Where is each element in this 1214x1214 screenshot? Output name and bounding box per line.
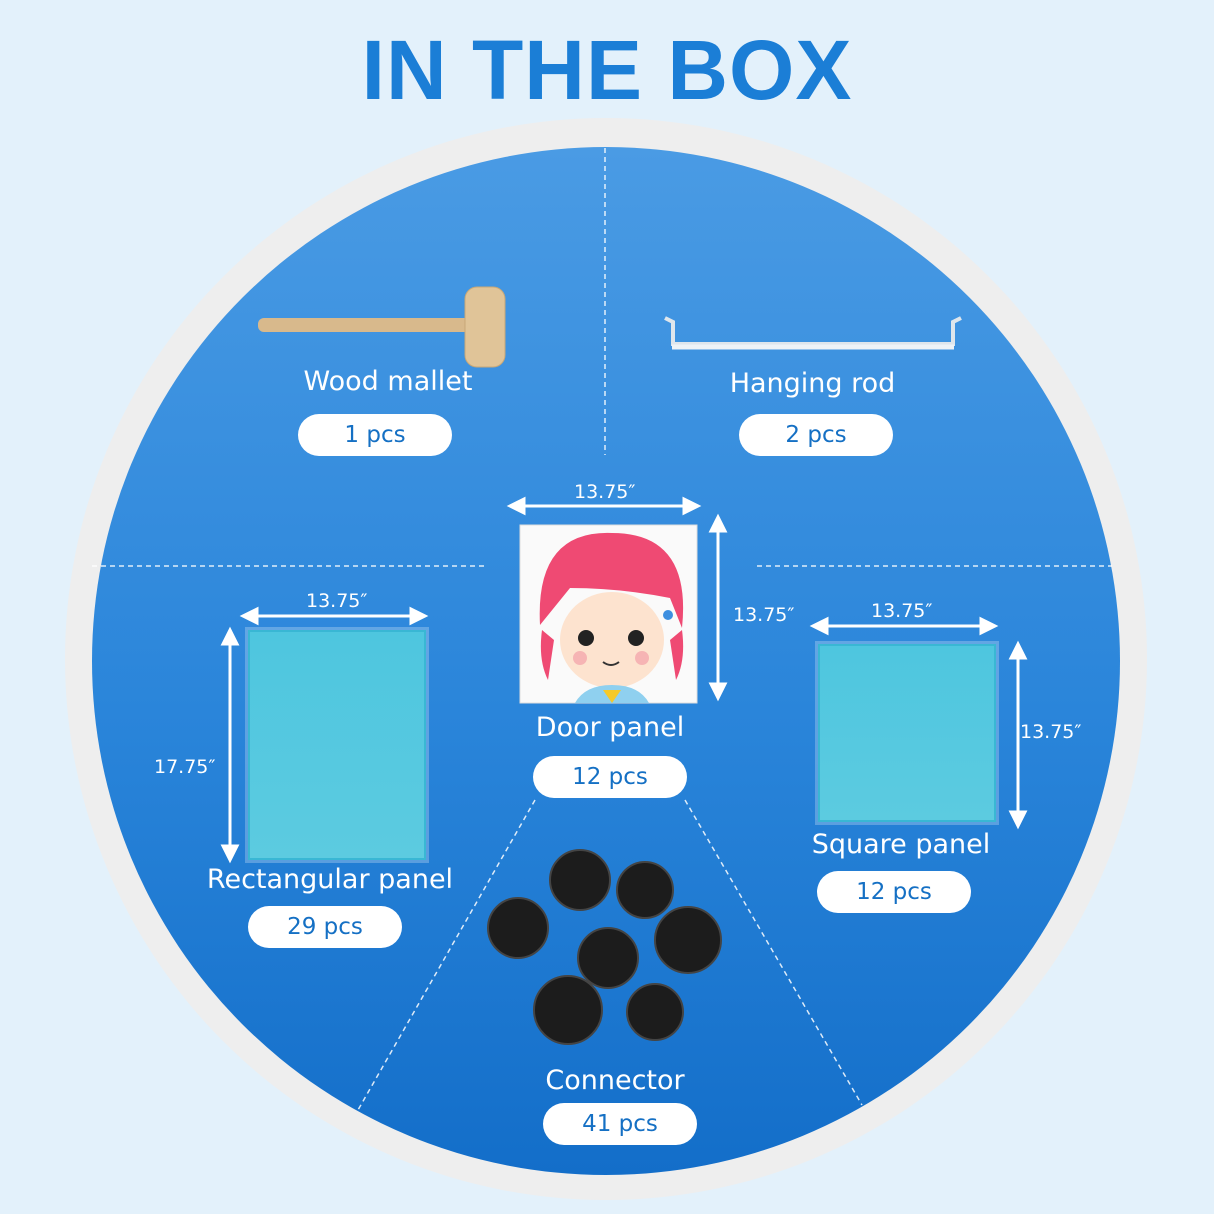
item-name: Hanging rod: [729, 368, 896, 399]
dimension-width: 13.75″: [574, 481, 636, 503]
door-panel-image: [519, 524, 698, 704]
item-name: Rectangular panel: [206, 864, 454, 895]
dimension-width: 13.75″: [871, 600, 933, 622]
mallet-icon: [258, 286, 506, 368]
item-name: Door panel: [535, 712, 685, 743]
item-name: Connector: [545, 1065, 685, 1096]
quantity-badge: 2 pcs: [739, 414, 893, 456]
dimension-width: 13.75″: [306, 590, 368, 612]
quantity-badge: 1 pcs: [298, 414, 452, 456]
dimension-height: 13.75″: [1020, 721, 1082, 743]
rectangular-panel-image: [248, 630, 426, 860]
dimension-height: 17.75″: [154, 756, 216, 778]
connector-image: [487, 849, 722, 1045]
page-title: IN THE BOX: [361, 23, 853, 117]
quantity-badge: 41 pcs: [543, 1103, 697, 1145]
quantity-badge: 12 pcs: [817, 871, 971, 913]
quantity-badge: 12 pcs: [533, 756, 687, 798]
hanging-rod-icon: [664, 316, 962, 350]
dimension-height: 13.75″: [733, 604, 795, 626]
quantity-badge: 29 pcs: [248, 906, 402, 948]
item-name: Wood mallet: [303, 366, 473, 397]
square-panel-image: [818, 644, 996, 822]
item-name: Square panel: [811, 829, 991, 860]
